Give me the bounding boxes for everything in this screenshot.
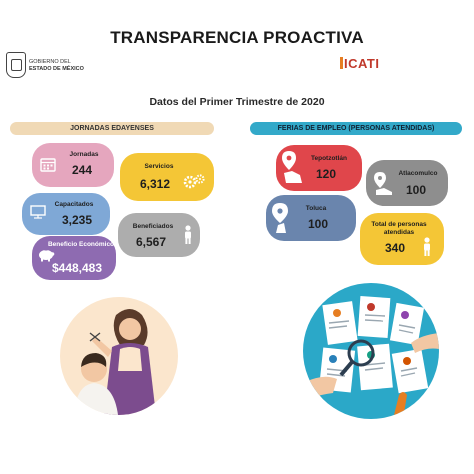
stat-label: Total de personas atendidas (371, 221, 427, 236)
gears-icon (182, 173, 206, 194)
stat-label: Beneficio Económico (47, 241, 115, 248)
person-icon (183, 225, 193, 250)
stat-label: Jornadas (69, 151, 99, 158)
icati-logo-text: ICATI (344, 56, 380, 71)
stat-card-beneficiados: Beneficiados 6,567 (118, 213, 200, 257)
stat-value: 340 (384, 241, 406, 255)
stat-label: Servicios (144, 163, 174, 170)
map-pin-icon (272, 203, 292, 238)
right-section-title: FERIAS DE EMPLEO (PERSONAS ATENDIDAS) (250, 122, 462, 135)
page-subtitle: Datos del Primer Trimestre de 2020 (149, 96, 325, 108)
stat-card-atlacomulco: Atlacomulco 100 (366, 160, 448, 206)
stat-value: 100 (405, 183, 427, 197)
presentation-board-icon (30, 205, 46, 224)
stat-value: 100 (307, 217, 329, 231)
stat-label: Atlacomulco (398, 170, 438, 177)
stat-card-servicios: Servicios 6,312 (120, 153, 214, 201)
calendar-icon (40, 157, 56, 177)
gov-logo-line1: GOBIERNO DEL (29, 59, 71, 65)
stat-card-jornadas: Jornadas 244 (32, 143, 114, 187)
stat-card-toluca: Toluca 100 (266, 195, 356, 241)
left-section-title: JORNADAS EDAYENSES (10, 122, 214, 135)
stat-label: Toluca (305, 205, 327, 212)
stat-value: 3,235 (61, 213, 93, 227)
stat-label: Beneficiados (132, 223, 174, 230)
stat-label: Tepotzotlán (311, 155, 347, 162)
hairdresser-illustration (60, 297, 178, 415)
person-icon (422, 237, 432, 262)
icati-mark-icon (340, 57, 343, 69)
stat-value: $448,483 (51, 261, 103, 275)
stat-value: 244 (71, 163, 93, 177)
stat-value: 120 (315, 167, 337, 181)
stat-card-capacitados: Capacitados 3,235 (22, 193, 110, 235)
job-fair-illustration (303, 283, 439, 419)
stat-label: Capacitados (54, 201, 94, 208)
stat-value: 6,567 (135, 235, 167, 249)
stat-card-beneficio-economico: Beneficio Económico $448,483 (32, 236, 116, 280)
stat-value: 6,312 (139, 177, 171, 191)
map-pin-icon (282, 151, 304, 190)
coat-of-arms-icon (6, 52, 26, 78)
gov-logo-line2: ESTADO DE MÉXICO (29, 66, 84, 72)
page-title: TRANSPARENCIA PROACTIVA (110, 28, 364, 47)
stat-card-tepotzotlan: Tepotzotlán 120 (276, 145, 362, 191)
icati-logo: ICATI (340, 55, 390, 75)
piggy-bank-icon (37, 248, 55, 267)
map-pin-icon (374, 172, 394, 201)
stat-card-total-atendidas: Total de personas atendidas 340 (360, 213, 444, 265)
government-logo: GOBIERNO DEL ESTADO DE MÉXICO (6, 52, 101, 80)
